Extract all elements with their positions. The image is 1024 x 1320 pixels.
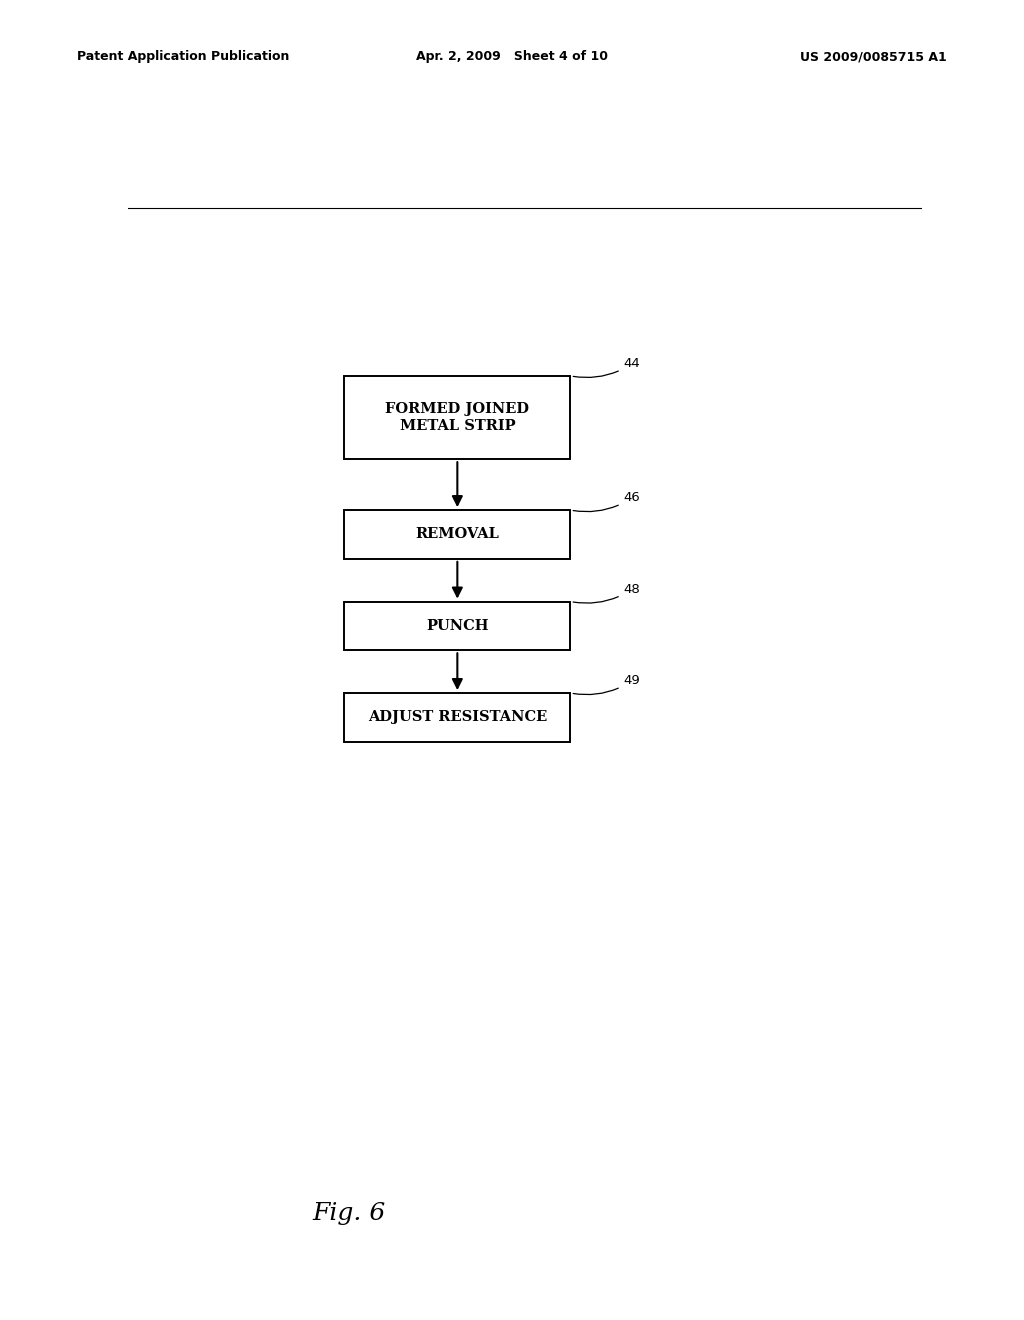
Text: 48: 48: [573, 583, 640, 603]
Bar: [344, 602, 570, 651]
Text: REMOVAL: REMOVAL: [416, 528, 500, 541]
Text: Fig. 6: Fig. 6: [312, 1203, 386, 1225]
Bar: [344, 510, 570, 558]
Text: PUNCH: PUNCH: [426, 619, 488, 634]
Bar: [344, 376, 570, 459]
Text: ADJUST RESISTANCE: ADJUST RESISTANCE: [368, 710, 547, 725]
Bar: [344, 693, 570, 742]
Text: 46: 46: [573, 491, 640, 512]
Text: FORMED JOINED
METAL STRIP: FORMED JOINED METAL STRIP: [385, 403, 529, 433]
Text: US 2009/0085715 A1: US 2009/0085715 A1: [801, 50, 947, 63]
Text: Apr. 2, 2009   Sheet 4 of 10: Apr. 2, 2009 Sheet 4 of 10: [416, 50, 608, 63]
Text: 49: 49: [573, 675, 640, 694]
Text: Patent Application Publication: Patent Application Publication: [77, 50, 289, 63]
Text: 44: 44: [573, 358, 640, 378]
